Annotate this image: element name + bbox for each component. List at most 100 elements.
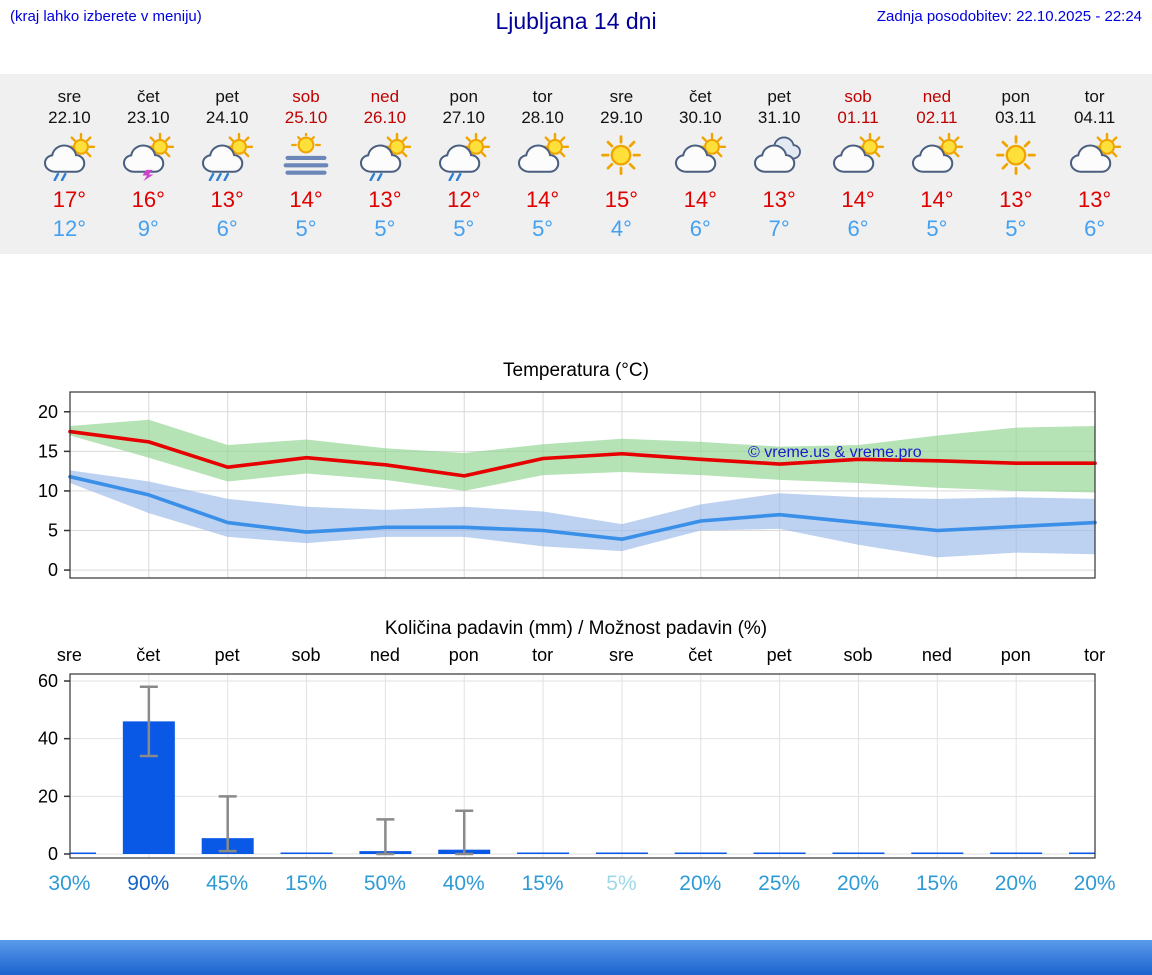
day-date: 04.11 (1073, 108, 1116, 127)
day-date: 22.10 (48, 108, 91, 127)
high-temp: 13° (762, 187, 796, 212)
day-name: tor (1084, 87, 1105, 106)
svg-text:10: 10 (38, 481, 58, 501)
forecast-strip: sre 22.10 17° 12° čet 23.10 16° 9° pet 2… (0, 74, 1152, 254)
temperature-chart: 0 5 10 15 20 © vreme.us & vreme.pro (0, 386, 1152, 592)
precip-day-label: pon (1000, 645, 1031, 665)
forecast-day: pon 27.10 12° 5° (424, 86, 503, 242)
low-temp: 4° (610, 216, 632, 241)
low-temp: 9° (137, 216, 159, 241)
day-date: 24.10 (205, 108, 249, 127)
low-temp: 6° (1084, 216, 1106, 241)
low-temp: 6° (216, 216, 238, 241)
precip-percent: 15% (284, 872, 328, 895)
precip-day-label: pet (214, 645, 240, 665)
weather-icon (582, 131, 661, 183)
precip-percent: 15% (521, 872, 564, 895)
high-temp: 14° (683, 187, 717, 212)
low-temp: 5° (453, 216, 475, 241)
day-date: 29.10 (600, 108, 643, 127)
high-temp: 14° (289, 187, 323, 212)
forecast-day: sob 01.11 14° 6° (819, 86, 898, 242)
precip-percent: 5% (606, 872, 637, 895)
weather-icon (1055, 131, 1134, 183)
day-name: sre (57, 87, 82, 106)
precip-percent: 20% (1073, 872, 1116, 895)
day-date: 25.10 (284, 108, 328, 127)
day-name: ned (370, 87, 400, 106)
day-date: 30.10 (679, 108, 722, 127)
day-date: 03.11 (995, 108, 1037, 127)
page-header: (kraj lahko izberete v meniju) Ljubljana… (0, 0, 1152, 34)
day-date: 26.10 (363, 108, 407, 127)
day-name: pon (449, 87, 478, 106)
precipitation-chart: 0 20 40 60 (0, 670, 1152, 868)
high-temp: 14° (525, 187, 560, 212)
precip-percent: 20% (994, 872, 1037, 895)
precipitation-chart-title: Količina padavin (mm) / Možnost padavin … (384, 618, 768, 639)
day-name: tor (532, 87, 553, 106)
precip-day-label: sre (608, 645, 634, 665)
page-title: Ljubljana 14 dni (495, 8, 657, 34)
forecast-day: pet 24.10 13° 6° (188, 86, 267, 242)
forecast-day: čet 23.10 16° 9° (109, 86, 188, 242)
location-menu-hint: (kraj lahko izberete v meniju) (10, 8, 202, 25)
weather-icon (819, 131, 898, 183)
watermark-link[interactable]: © vreme.us & vreme.pro (748, 444, 922, 461)
precip-percent: 15% (915, 872, 958, 895)
forecast-day: tor 28.10 14° 5° (503, 86, 582, 242)
low-temp: 5° (295, 216, 317, 241)
svg-text:20: 20 (38, 402, 58, 422)
forecast-day: sre 22.10 17° 12° (30, 86, 109, 242)
precipitation-chart-canvas: 0 20 40 60 (0, 670, 1152, 868)
weather-icon (424, 131, 503, 183)
precip-percent: 25% (758, 872, 801, 895)
svg-text:20: 20 (38, 786, 58, 806)
svg-text:0: 0 (48, 560, 58, 580)
precip-day-labels: sre čet pet sob ned pon tor sre čet pet sob ned pon t… (0, 640, 1152, 666)
svg-text:60: 60 (38, 671, 58, 691)
day-date: 01.11 (837, 108, 879, 127)
low-temp: 6° (847, 216, 869, 241)
low-temp: 6° (689, 216, 711, 241)
svg-text:0: 0 (48, 844, 58, 864)
day-name: čet (136, 87, 160, 106)
precip-percent: 90% (127, 872, 170, 895)
low-temp: 5° (926, 216, 948, 241)
high-temp: 14° (841, 187, 875, 212)
day-name: pet (767, 87, 791, 106)
forecast-day: ned 02.11 14° 5° (897, 86, 976, 242)
forecast-day: pet 31.10 13° 7° (740, 86, 819, 242)
high-temp: 13° (999, 187, 1033, 212)
precip-day-label: čet (136, 645, 161, 665)
high-temp: 15° (604, 187, 639, 212)
precip-percent: 20% (837, 872, 880, 895)
low-temp: 12° (52, 216, 87, 241)
precip-percent: 20% (679, 872, 722, 895)
precip-day-label: tor (532, 645, 554, 665)
day-name: čet (688, 87, 712, 106)
forecast-day: sre 29.10 15° 4° (582, 86, 661, 242)
precip-day-label: tor (1084, 645, 1106, 665)
weather-icon (188, 131, 267, 183)
high-temp: 12° (447, 187, 481, 212)
weather-icon (503, 131, 582, 183)
day-date: 31.10 (757, 108, 801, 127)
precip-day-label: sob (291, 645, 321, 665)
high-temp: 14° (920, 187, 954, 212)
precip-day-label: ned (921, 645, 952, 665)
precip-day-label: ned (369, 645, 400, 665)
day-name: sre (609, 87, 634, 106)
svg-text:15: 15 (38, 441, 58, 461)
forecast-day: tor 04.11 13° 6° (1055, 86, 1134, 242)
day-name: ned (922, 87, 952, 106)
forecast-day: ned 26.10 13° 5° (345, 86, 424, 242)
day-date: 28.10 (521, 108, 564, 127)
day-name: pon (1001, 87, 1030, 106)
precip-percent: 45% (206, 872, 249, 895)
footer-bar (0, 940, 1152, 975)
precip-day-label: sre (56, 645, 82, 665)
last-update-text: Zadnja posodobitev: 22.10.2025 - 22:24 (876, 8, 1143, 25)
day-name: sob (844, 87, 872, 106)
weather-icon (267, 131, 346, 183)
